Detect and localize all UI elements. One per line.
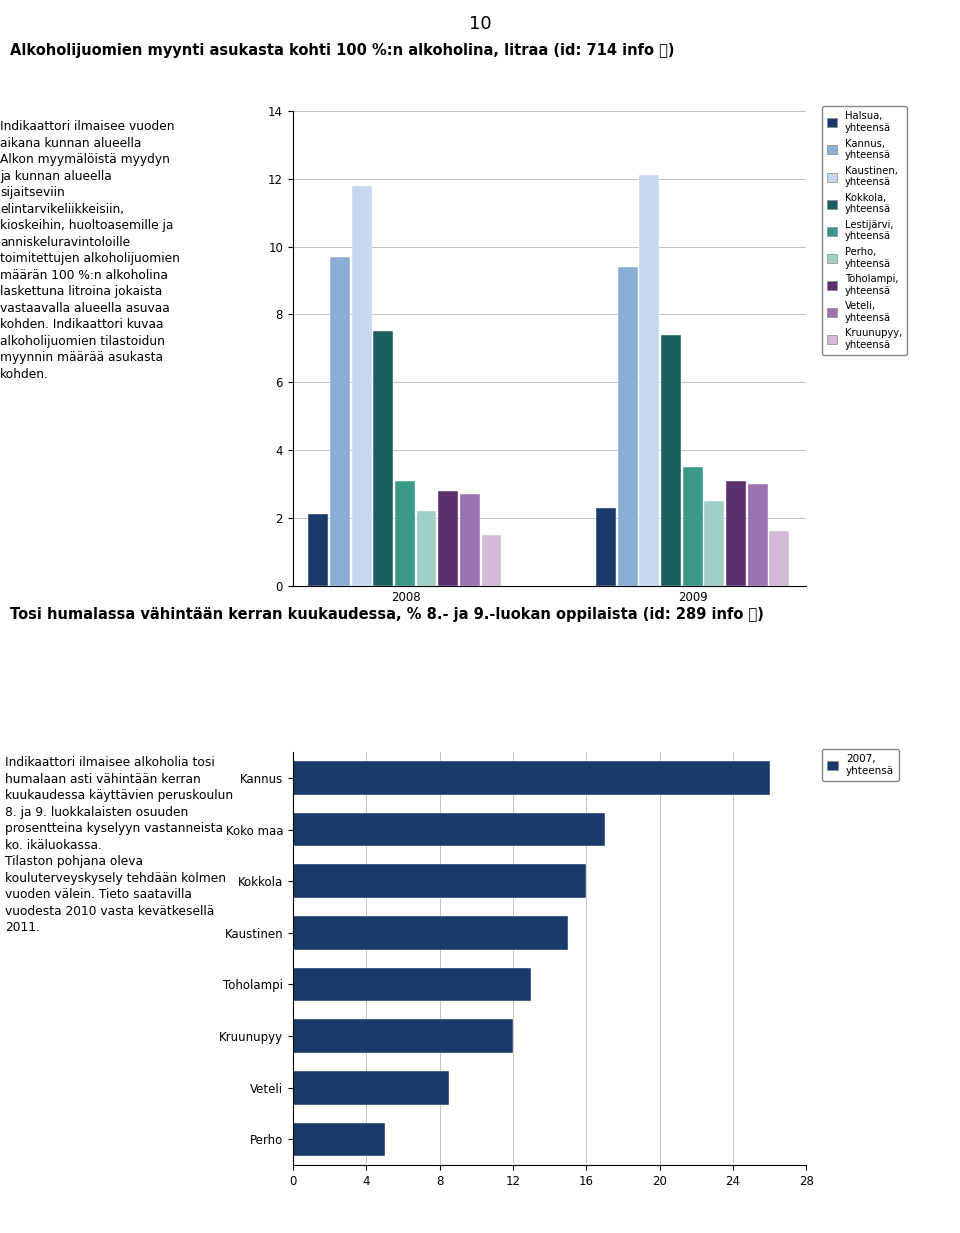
Text: Indikaattori ilmaisee vuoden
aikana kunnan alueella
Alkon myymälöistä myydyn
ja : Indikaattori ilmaisee vuoden aikana kunn… — [0, 121, 180, 381]
Bar — [351, 185, 372, 586]
Bar — [293, 864, 587, 898]
Bar — [330, 256, 349, 586]
Bar — [293, 1122, 385, 1157]
Bar — [293, 1020, 513, 1053]
Bar — [460, 494, 480, 586]
Bar — [726, 481, 746, 586]
Bar — [395, 481, 415, 586]
Bar — [293, 1071, 448, 1105]
Bar — [373, 332, 394, 586]
Bar — [308, 514, 328, 586]
Bar — [769, 531, 789, 586]
Bar — [293, 968, 531, 1001]
Bar — [683, 467, 703, 586]
Legend: 2007,
yhteensä: 2007, yhteensä — [822, 750, 900, 780]
Bar — [438, 491, 458, 586]
Bar — [293, 761, 770, 795]
Bar — [617, 268, 637, 586]
Bar — [639, 175, 660, 586]
Bar — [705, 501, 724, 586]
Bar — [417, 510, 437, 586]
Bar — [293, 916, 568, 949]
Bar — [482, 535, 501, 586]
Bar — [596, 508, 616, 586]
Bar — [293, 813, 605, 846]
Bar — [748, 483, 768, 586]
Bar — [661, 334, 681, 586]
Text: Indikaattori ilmaisee alkoholia tosi
humalaan asti vähintään kerran
kuukaudessa : Indikaattori ilmaisee alkoholia tosi hum… — [5, 756, 233, 935]
Text: Alkoholijuomien myynti asukasta kohti 100 %:n alkoholina, litraa (id: 714 info ⓘ: Alkoholijuomien myynti asukasta kohti 10… — [10, 43, 674, 58]
Text: Tosi humalassa vähintään kerran kuukaudessa, % 8.- ja 9.-luokan oppilaista (id: : Tosi humalassa vähintään kerran kuukaude… — [10, 607, 763, 621]
Legend: Halsua,
yhteensä, Kannus,
yhteensä, Kaustinen,
yhteensä, Kokkola,
yhteensä, Lest: Halsua, yhteensä, Kannus, yhteensä, Kaus… — [822, 106, 907, 355]
Text: 10: 10 — [468, 15, 492, 33]
